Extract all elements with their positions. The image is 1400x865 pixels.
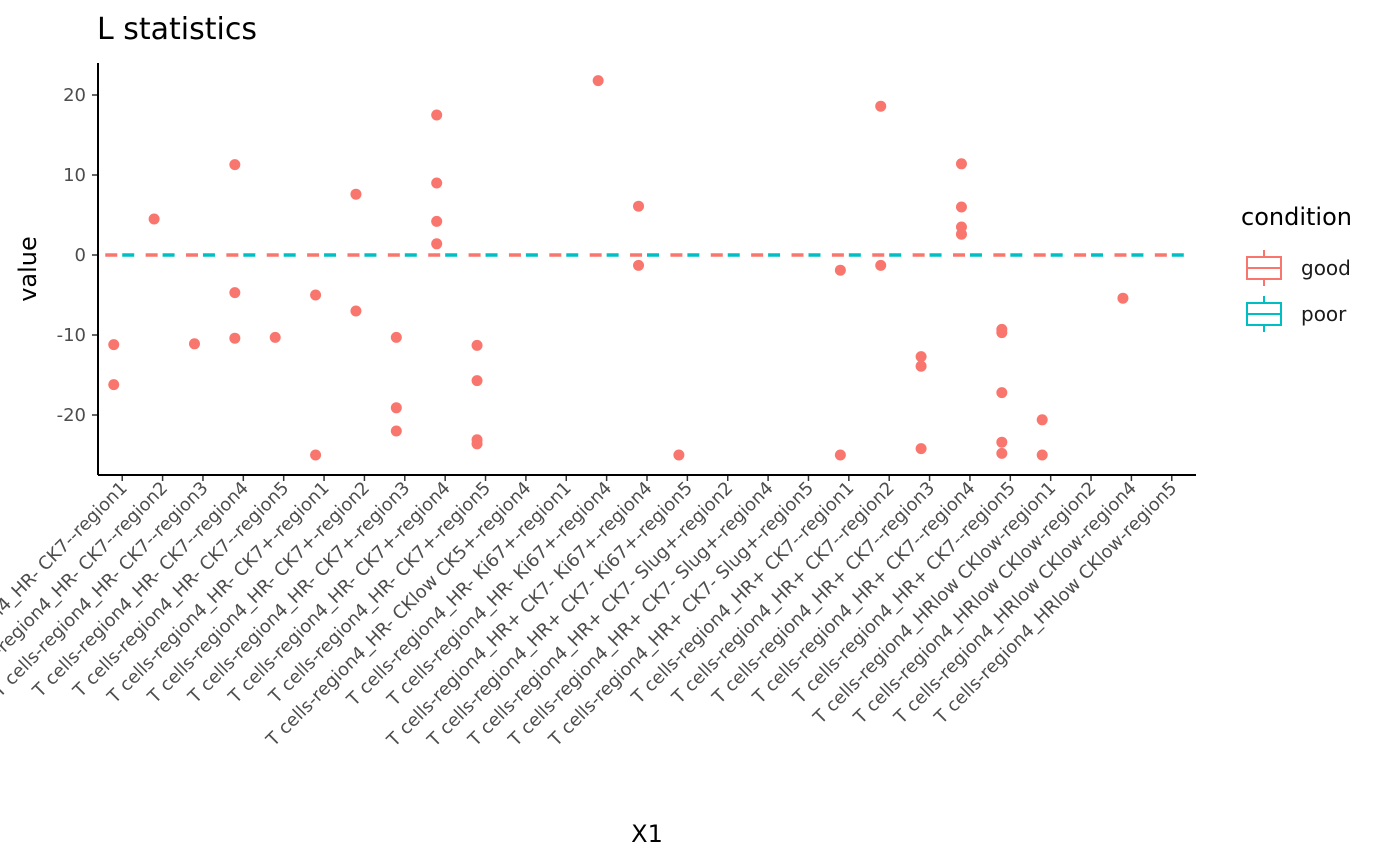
data-point-good (1036, 449, 1048, 461)
data-point-good (471, 339, 483, 351)
data-point-good (955, 158, 967, 170)
data-point-good (955, 228, 967, 240)
data-point-good (350, 188, 362, 200)
data-point-good (915, 351, 927, 363)
legend-title: condition (1241, 203, 1352, 231)
data-point-good (915, 360, 927, 372)
data-point-good (875, 259, 887, 271)
data-point-good (431, 238, 443, 250)
data-point-good (390, 425, 402, 437)
data-point-good (996, 387, 1008, 399)
legend-label-poor: poor (1301, 302, 1347, 326)
data-point-good (269, 331, 281, 343)
legend: condition good poor (1241, 203, 1352, 332)
y-tick-label: 0 (75, 245, 86, 266)
data-point-good (431, 177, 443, 189)
data-point-good (1117, 292, 1129, 304)
data-point-good (996, 327, 1008, 339)
data-point-good (633, 259, 645, 271)
data-point-good (955, 201, 967, 213)
data-point-good (633, 200, 645, 212)
data-point-good (148, 213, 160, 225)
data-point-good (188, 338, 200, 350)
legend-label-good: good (1301, 256, 1351, 280)
data-point-good (229, 159, 241, 171)
data-point-good (1036, 414, 1048, 426)
data-point-good (471, 375, 483, 387)
y-tick-label: -20 (57, 405, 86, 426)
y-axis-label: value (14, 236, 42, 302)
data-point-good (996, 436, 1008, 448)
data-point-good (108, 339, 120, 351)
data-point-good (915, 443, 927, 455)
data-point-good (310, 449, 322, 461)
data-point-good (996, 447, 1008, 459)
data-point-good (875, 100, 887, 112)
data-point-good (673, 449, 685, 461)
data-point-good (108, 379, 120, 391)
data-point-good (350, 305, 362, 317)
data-point-good (834, 449, 846, 461)
data-point-good (834, 264, 846, 276)
data-point-good (310, 289, 322, 301)
data-point-good (229, 287, 241, 299)
plot-area (105, 75, 1189, 461)
data-point-good (229, 332, 241, 344)
chart-title: L statistics (97, 12, 257, 47)
legend-item-poor: poor (1246, 296, 1347, 332)
y-axis-ticks: -20 -10 0 10 20 (57, 85, 98, 426)
data-point-good (390, 331, 402, 343)
y-tick-label: -10 (57, 325, 86, 346)
legend-item-good: good (1246, 250, 1351, 286)
data-point-good (390, 402, 402, 414)
data-point-good (592, 75, 604, 87)
y-tick-label: 20 (63, 85, 86, 106)
data-point-good (431, 215, 443, 227)
y-tick-label: 10 (63, 165, 86, 186)
data-point-good (471, 438, 483, 450)
data-point-good (431, 109, 443, 121)
x-axis-label: X1 (631, 820, 663, 848)
